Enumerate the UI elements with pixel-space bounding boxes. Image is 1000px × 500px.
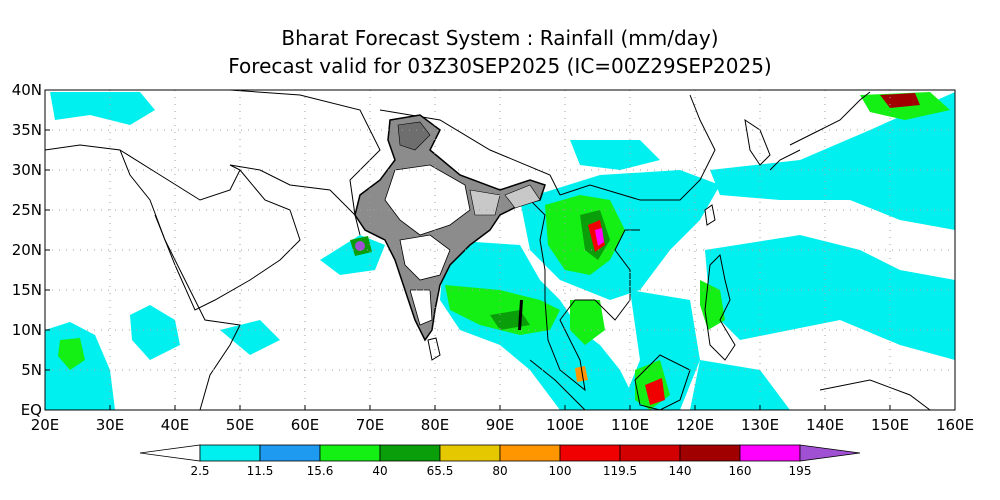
map-title-line1: Bharat Forecast System : Rainfall (mm/da… (281, 26, 719, 50)
lon-tick-label: 130E (741, 416, 779, 434)
colorbar-label: 140 (669, 464, 692, 478)
map-title-line2: Forecast valid for 03Z30SEP2025 (IC=00Z2… (228, 54, 772, 78)
india-region (354, 114, 546, 342)
lat-tick-label: 40N (12, 81, 42, 99)
lon-tick-label: 70E (356, 416, 385, 434)
colorbar-swatch (679, 444, 741, 462)
colorbar-swatch (739, 444, 801, 462)
colorbar: 2.5 11.5 15.6 40 65.5 80 100 119.5 140 160 195 (139, 444, 861, 478)
colorbar-label: 119.5 (603, 464, 637, 478)
lon-tick-label: 20E (31, 416, 60, 434)
colorbar-label: 80 (492, 464, 507, 478)
colorbar-swatch (199, 444, 261, 462)
colorbar-swatch (559, 444, 621, 462)
colorbar-swatch (439, 444, 501, 462)
colorbar-label: 65.5 (427, 464, 454, 478)
lon-tick-label: 140E (806, 416, 844, 434)
lon-tick-label: 110E (611, 416, 649, 434)
lon-tick-label: 50E (226, 416, 255, 434)
map-plot-area (45, 90, 955, 410)
lat-tick-label: 20N (12, 241, 42, 259)
colorbar-label: 11.5 (247, 464, 274, 478)
lon-tick-label: 60E (291, 416, 320, 434)
colorbar-label: 40 (372, 464, 387, 478)
lat-tick-label: 5N (21, 361, 42, 379)
colorbar-swatch (259, 444, 321, 462)
lat-axis: EQ 5N 10N 15N 20N 25N 30N 35N 40N (12, 81, 50, 419)
colorbar-label: 160 (729, 464, 752, 478)
lat-tick-label: 30N (12, 161, 42, 179)
lat-tick-label: 10N (12, 321, 42, 339)
lat-tick-label: 25N (12, 201, 42, 219)
andaman-islands (518, 300, 523, 330)
colorbar-swatch (799, 444, 861, 462)
lon-axis: 20E 30E 40E 50E 60E 70E 80E 90E 100E 110E 120E 130E… (31, 405, 974, 434)
lon-tick-label: 90E (486, 416, 515, 434)
colorbar-label: 100 (549, 464, 572, 478)
colorbar-swatch (379, 444, 441, 462)
lon-tick-label: 150E (871, 416, 909, 434)
map-gridlines (45, 90, 955, 410)
colorbar-swatch (619, 444, 681, 462)
rainfall-moderate (58, 92, 950, 410)
lon-tick-label: 100E (546, 416, 584, 434)
lon-tick-label: 120E (676, 416, 714, 434)
colorbar-swatch (319, 444, 381, 462)
colorbar-swatch (139, 444, 201, 462)
lon-tick-label: 30E (96, 416, 125, 434)
lon-tick-label: 40E (161, 416, 190, 434)
lon-tick-label: 160E (936, 416, 974, 434)
lat-tick-label: 15N (12, 281, 42, 299)
lon-tick-label: 80E (421, 416, 450, 434)
lat-tick-label: 35N (12, 121, 42, 139)
colorbar-label: 195 (789, 464, 812, 478)
colorbar-label: 2.5 (190, 464, 209, 478)
rainfall-heavy (350, 93, 920, 405)
colorbar-swatch (499, 444, 561, 462)
lat-tick-label: EQ (21, 401, 42, 419)
colorbar-label: 15.6 (307, 464, 334, 478)
